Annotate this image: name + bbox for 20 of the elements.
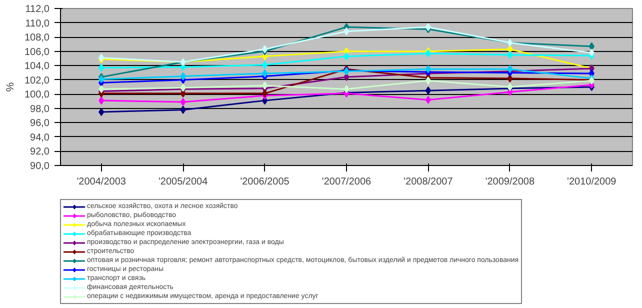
x-tick-label: '2010/2009 <box>567 176 617 188</box>
x-tick-label: '2004/2003 <box>76 176 126 188</box>
x-tick-label: '2007/2006 <box>322 176 372 188</box>
y-tick-label: 108,0 <box>24 32 50 44</box>
y-tick-label: 92,0 <box>30 146 50 158</box>
y-tick-label: 90,0 <box>30 161 50 172</box>
x-tick-label: '2005/2004 <box>158 176 208 188</box>
y-tick-label: 110,0 <box>25 18 50 30</box>
x-tick-label: '2006/2005 <box>240 176 290 188</box>
y-tick-label: 102,0 <box>24 75 50 86</box>
x-tick-label: '2009/2008 <box>485 176 535 188</box>
y-tick-label: 100,0 <box>24 90 50 101</box>
y-tick-label: 98,0 <box>30 104 50 115</box>
y-tick-label: 104,0 <box>24 61 50 72</box>
y-tick-label: 106,0 <box>24 46 50 58</box>
y-tick-label: 112,0 <box>25 4 50 15</box>
y-axis-title: % <box>4 82 16 92</box>
y-tick-label: 94,0 <box>30 132 50 144</box>
x-tick-label: '2008/2007 <box>404 176 454 188</box>
y-tick-label: 96,0 <box>30 118 50 130</box>
